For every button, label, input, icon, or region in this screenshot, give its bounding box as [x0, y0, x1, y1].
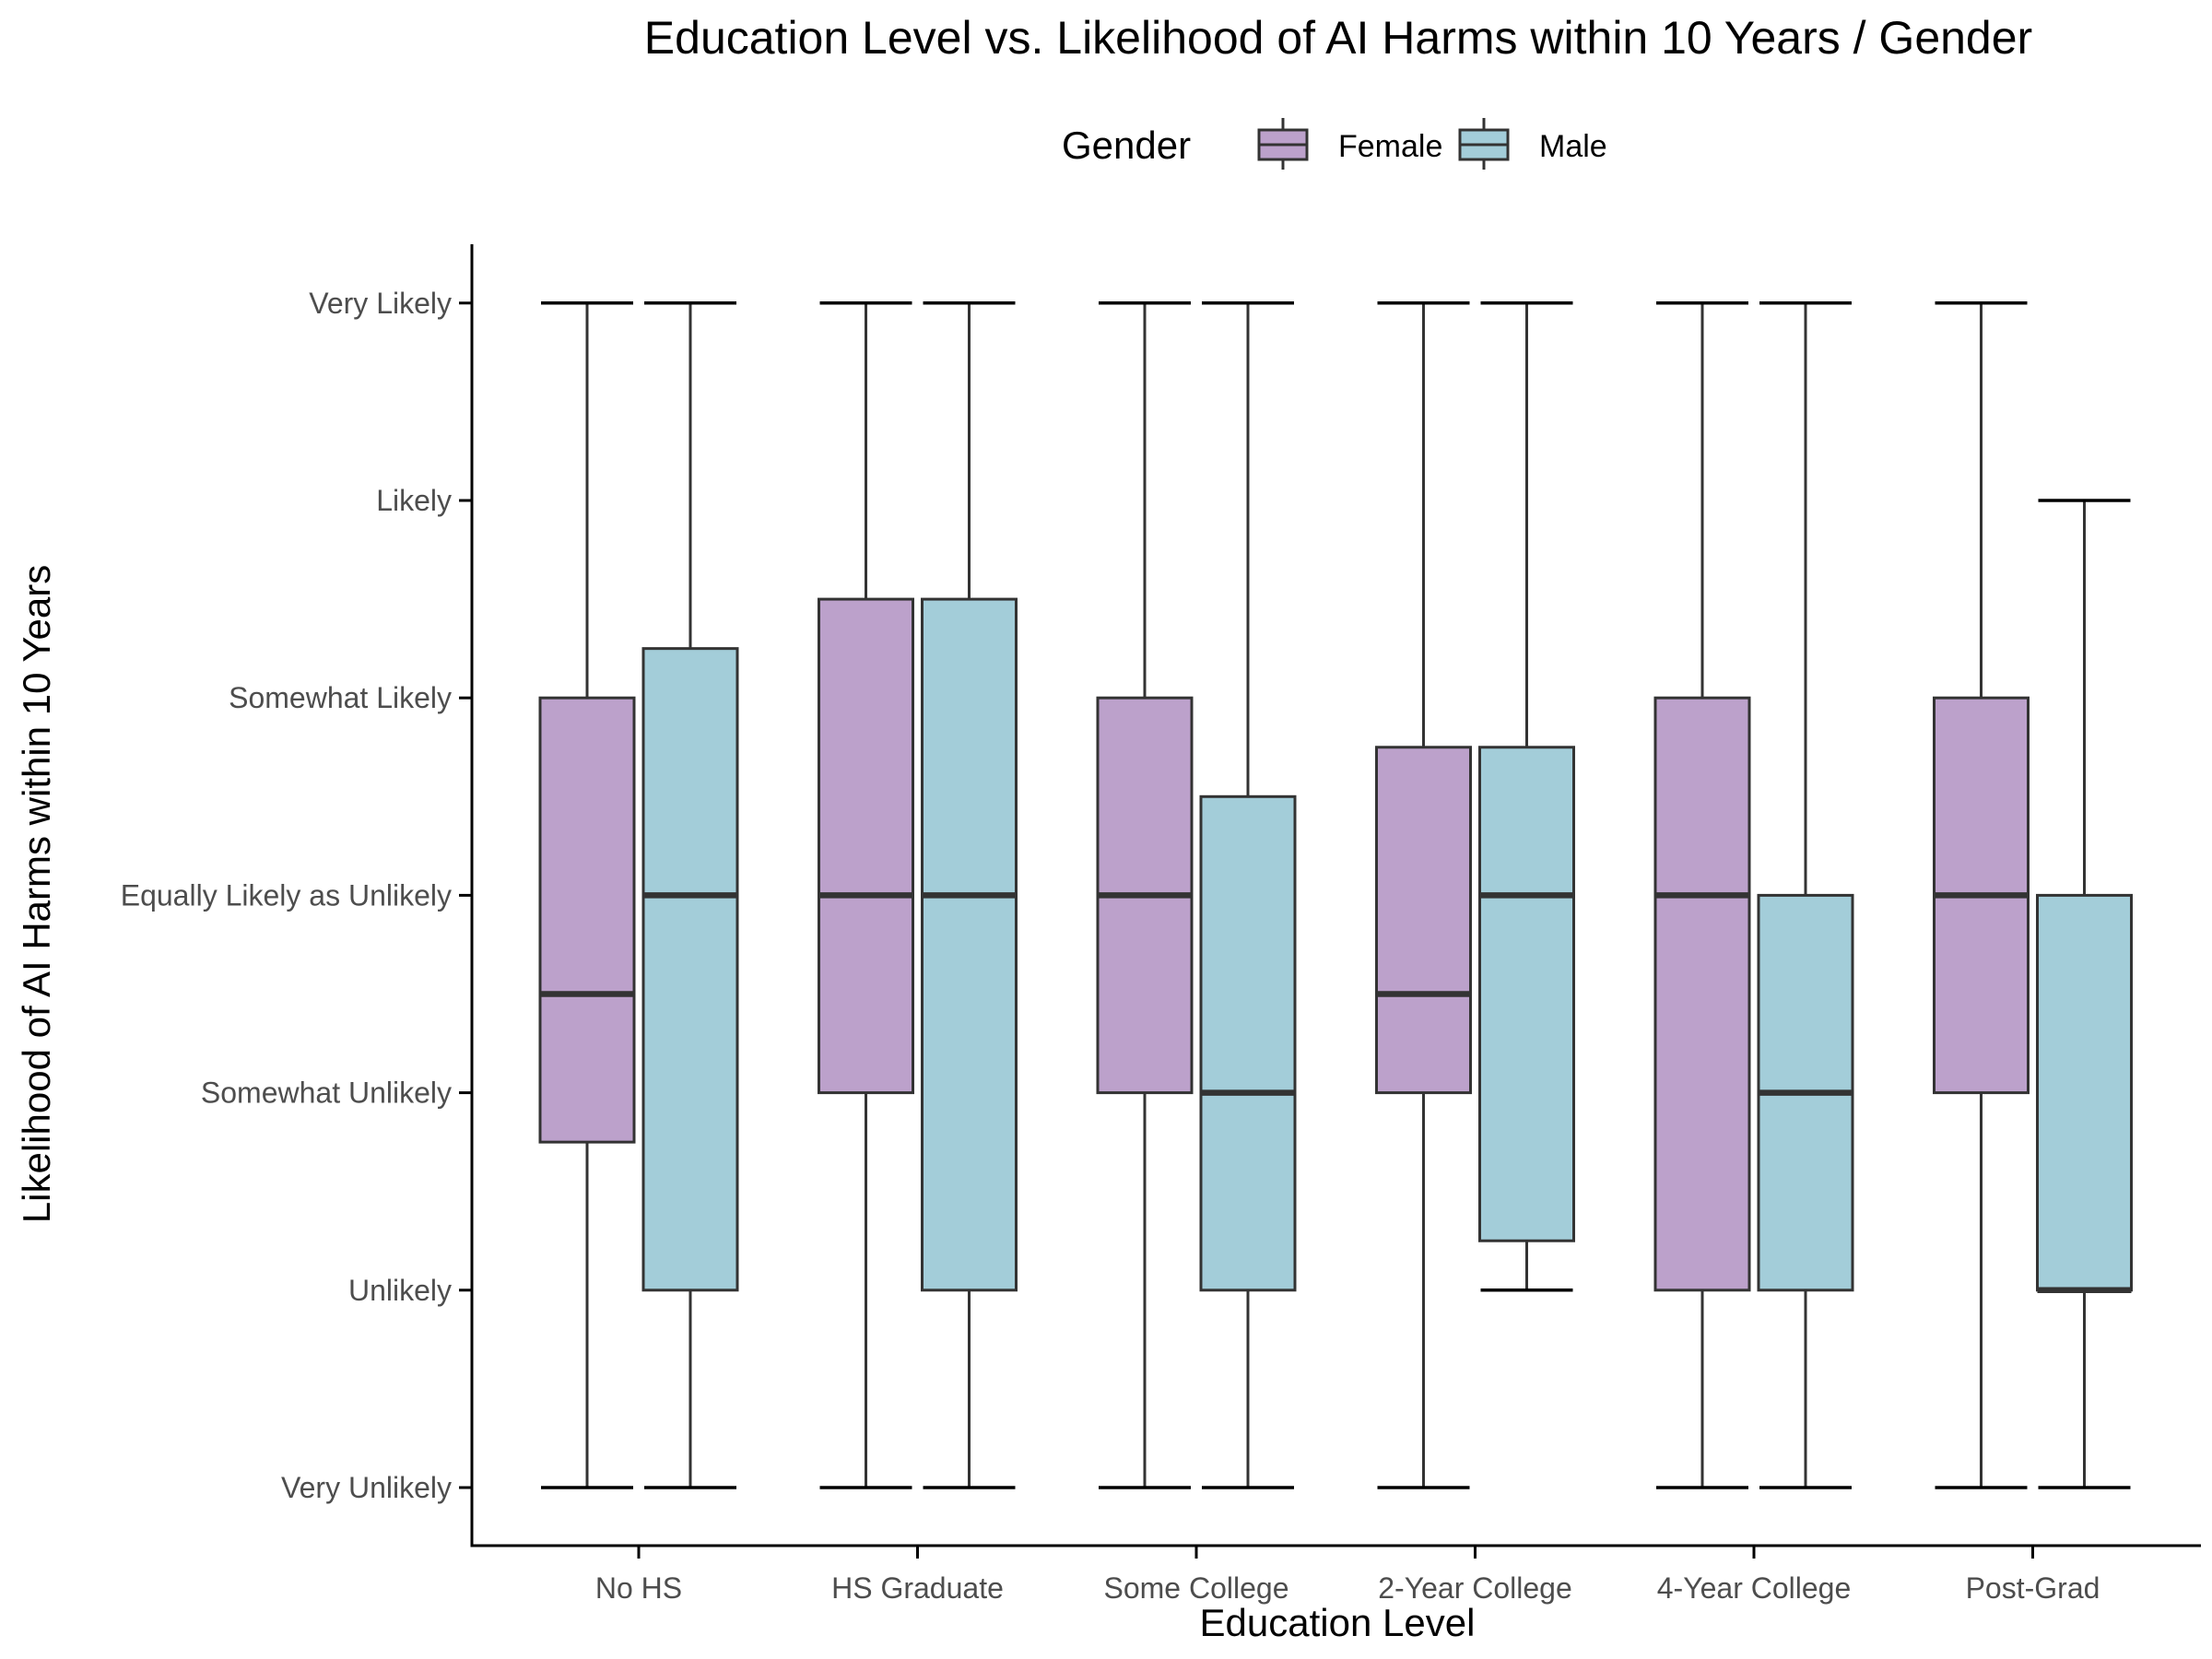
legend-item-male: Male	[1458, 118, 1607, 170]
legend-title: Gender	[1062, 124, 1191, 167]
box-iqr	[641, 647, 739, 1292]
box-male-5	[2036, 499, 2133, 1489]
legend-label: Female	[1338, 129, 1442, 164]
x-tick-label: No HS	[595, 1571, 682, 1605]
x-tick-label: Some College	[1104, 1571, 1289, 1605]
box-iqr	[1653, 696, 1751, 1292]
x-tick-label: HS Graduate	[831, 1571, 1004, 1605]
box-female-2	[1096, 301, 1194, 1489]
chart-title: Education Level vs. Likelihood of AI Har…	[644, 12, 2032, 64]
y-tick-label: Unlikely	[348, 1274, 452, 1307]
box-iqr	[1478, 746, 1575, 1242]
y-tick-label: Very Unlikely	[281, 1471, 452, 1504]
box-iqr	[538, 696, 636, 1144]
box-male-2	[1199, 301, 1297, 1489]
y-tick-label: Somewhat Likely	[229, 681, 452, 714]
box-iqr	[2036, 893, 2133, 1292]
box-male-0	[641, 301, 739, 1489]
y-tick-label: Somewhat Unlikely	[201, 1077, 452, 1110]
legend-items: Female Male	[1257, 118, 1607, 170]
box-female-0	[538, 301, 636, 1489]
box-female-5	[1933, 301, 2030, 1489]
box-female-3	[1375, 301, 1472, 1489]
x-tick-label: 4-Year College	[1657, 1571, 1852, 1605]
legend-item-female: Female	[1257, 118, 1442, 170]
box-iqr	[1199, 794, 1297, 1292]
legend-label: Male	[1539, 129, 1607, 164]
y-tick-label: Equally Likely as Unlikely	[121, 878, 452, 912]
x-tick-label: Post-Grad	[1966, 1571, 2100, 1605]
box-iqr	[818, 597, 914, 1095]
y-axis-title: Likelihood of AI Harms within 10 Years	[15, 565, 58, 1223]
y-tick-label: Very Likely	[309, 287, 452, 320]
x-tick-label: 2-Year College	[1378, 1571, 1572, 1605]
box-iqr	[1375, 746, 1472, 1095]
y-tick-label: Likely	[376, 484, 452, 517]
box-male-4	[1757, 301, 1854, 1489]
box-female-4	[1653, 301, 1751, 1489]
plot-area: Very Unlikely Unlikely Somewhat Unlikely Eq…	[121, 244, 2201, 1605]
x-axis-title: Education Level	[1200, 1601, 1476, 1644]
box-male-3	[1478, 301, 1575, 1292]
box-male-1	[921, 301, 1018, 1489]
box-female-1	[818, 301, 914, 1489]
legend: Gender Female Male	[1062, 118, 1607, 170]
box-iqr	[921, 597, 1018, 1292]
